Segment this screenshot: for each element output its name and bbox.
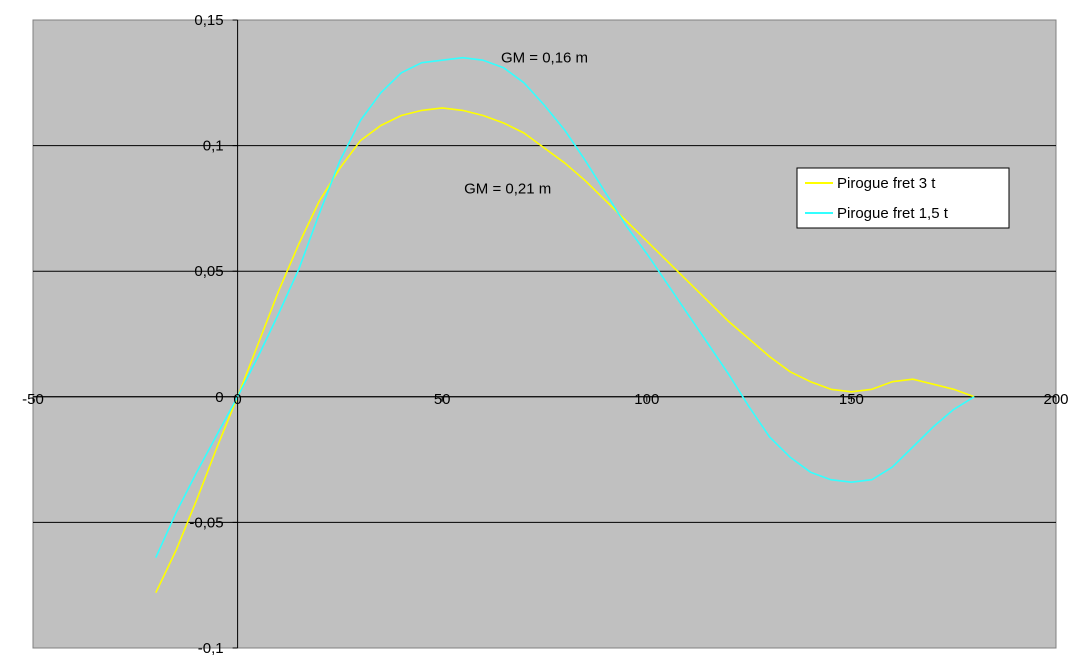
series-lines bbox=[155, 56, 975, 594]
series-line-1 bbox=[155, 107, 975, 594]
x-tick-label: 100 bbox=[634, 391, 659, 408]
annotation-label: GM = 0,21 m bbox=[464, 180, 551, 197]
y-tick-label: -0,1 bbox=[198, 640, 224, 657]
x-tick-label: 0 bbox=[233, 391, 241, 408]
x-tick-label: 200 bbox=[1043, 391, 1068, 408]
series-line-2 bbox=[155, 56, 975, 558]
y-tick-label: 0,05 bbox=[194, 263, 223, 280]
legend-label: Pirogue fret 3 t bbox=[837, 175, 936, 192]
y-tick-label: -0,05 bbox=[189, 514, 223, 531]
tick-labels: -0,1 -0,05 0 0,05 0,1 0,15 -50 0 50 100 150 200 bbox=[22, 12, 1068, 657]
legend-box bbox=[796, 167, 1010, 229]
legend-label: Pirogue fret 1,5 t bbox=[837, 205, 949, 222]
axes bbox=[33, 20, 1056, 648]
annotation-label: GM = 0,16 m bbox=[501, 50, 588, 67]
x-tick-label: 150 bbox=[839, 391, 864, 408]
y-tick-label: 0,15 bbox=[194, 12, 223, 29]
annotations: GM = 0,16 m GM = 0,21 m bbox=[464, 50, 588, 198]
x-tick-label: -50 bbox=[22, 391, 44, 408]
y-tick-label: 0 bbox=[215, 389, 223, 406]
y-tick-label: 0,1 bbox=[203, 138, 224, 155]
plot-area bbox=[32, 19, 1057, 649]
legend: Pirogue fret 3 t Pirogue fret 1,5 t bbox=[796, 167, 1010, 229]
x-tick-label: 50 bbox=[434, 391, 451, 408]
